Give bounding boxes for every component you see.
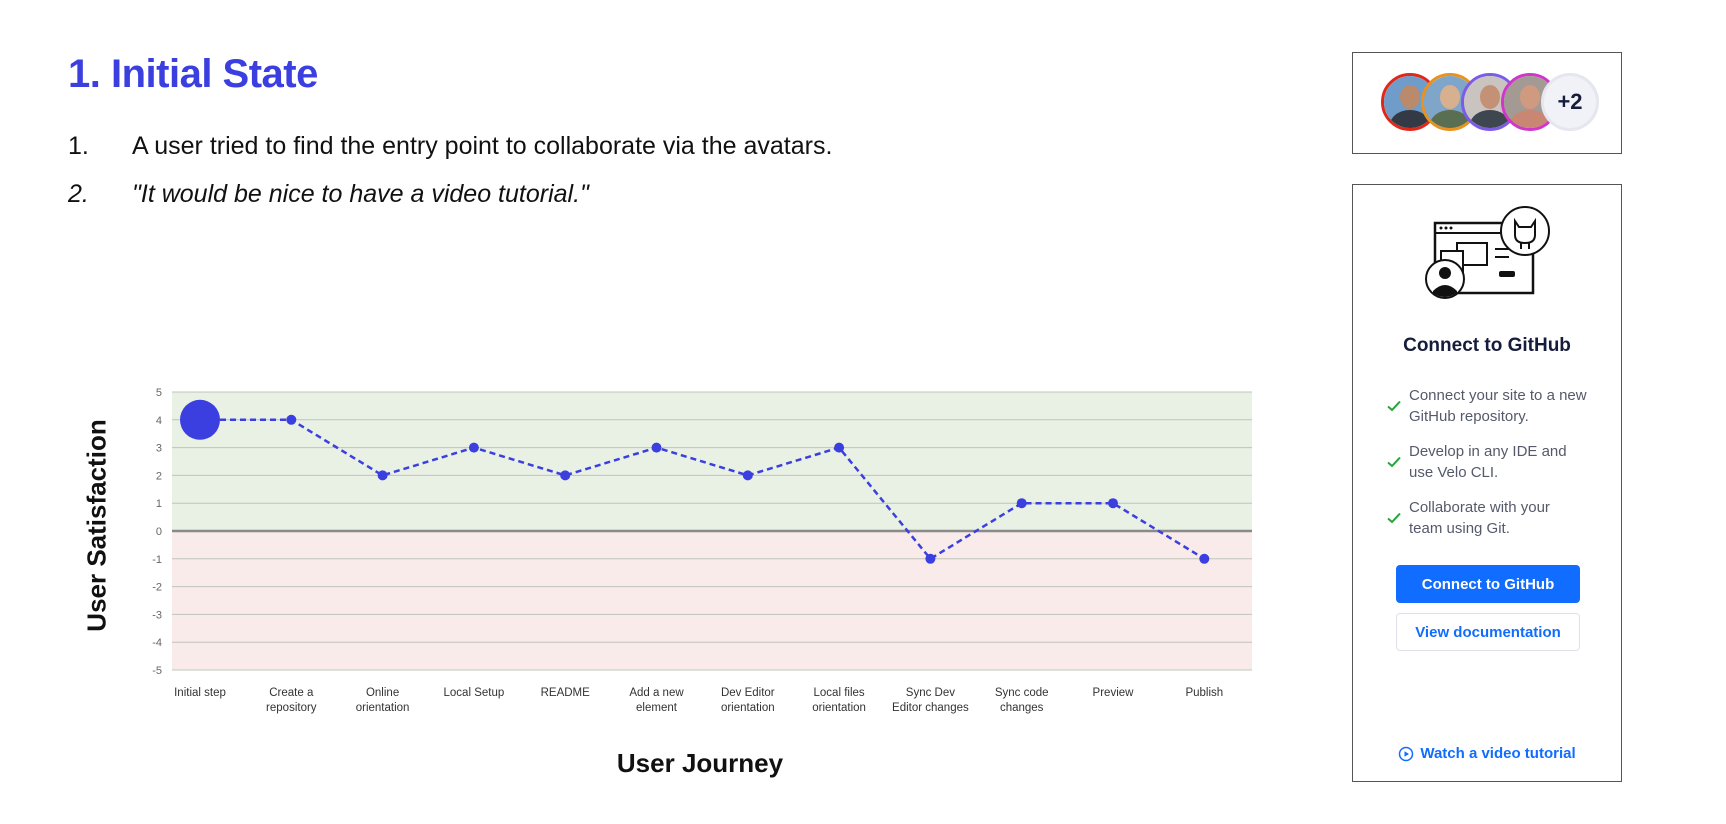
x-tick-label: Sync code changes [995,687,1049,714]
note-text: "It would be nice to have a video tutori… [132,180,589,208]
y-tick-label: 3 [156,443,162,455]
x-tick-label: Add a new element [629,687,684,714]
x-tick-label: Create a repository [266,687,317,714]
notes-list: 1. A user tried to find the entry point … [68,122,1218,218]
data-point [742,470,753,481]
y-tick-label: -4 [152,637,162,649]
feature-item: Develop in any IDE and use Velo CLI. [1385,441,1611,497]
github-panel-title: Connect to GitHub [1403,335,1571,356]
x-tick-label: Local Setup [444,687,505,699]
data-point [1016,498,1027,509]
y-tick-label: 5 [156,387,162,399]
data-point [1108,498,1118,509]
x-axis-label: User Journey [616,748,784,778]
y-axis-label-wrap: User Satisfaction [62,400,132,650]
current-step-marker [180,399,220,440]
feature-text: Connect your site to a new GitHub reposit… [1409,387,1587,425]
data-point [286,414,297,425]
avatar-stack[interactable]: +2 [1381,73,1601,131]
y-tick-label: -2 [152,582,162,594]
feature-text: Collaborate with your team using Git. [1409,499,1550,537]
video-link-label: Watch a video tutorial [1420,745,1576,762]
x-tick-label: Preview [1093,687,1135,699]
x-tick-label: Dev Editor orientation [721,687,775,714]
checkmark-icon [1387,456,1401,468]
y-axis-label: User Satisfaction [81,418,112,632]
note-item: 1. A user tried to find the entry point … [68,122,1218,170]
y-tick-label: 1 [156,498,162,510]
data-point [560,470,571,481]
checkmark-icon [1387,512,1401,524]
data-point [468,442,479,453]
negative-band [172,531,1252,670]
data-point [377,470,388,481]
play-circle-icon [1399,746,1414,761]
checkmark-icon [1387,400,1401,412]
github-illustration-icon [1425,206,1550,299]
data-point [925,553,936,564]
data-point [651,442,662,453]
y-tick-label: -1 [152,554,162,566]
x-tick-label: Online orientation [356,687,410,714]
feature-item: Collaborate with your team using Git. [1385,497,1611,553]
x-tick-label: Sync Dev Editor changes [892,687,969,714]
y-tick-label: 0 [156,526,162,538]
x-tick-label: Initial step [174,687,226,699]
github-connect-panel: Connect to GitHub Connect your site to a… [1352,184,1622,782]
note-item: 2. "It would be nice to have a video tut… [68,170,1218,218]
view-documentation-button[interactable]: View documentation [1396,613,1580,651]
feature-text: Develop in any IDE and use Velo CLI. [1409,443,1567,481]
y-tick-label: 4 [156,415,162,427]
connect-github-button[interactable]: Connect to GitHub [1396,565,1580,603]
y-tick-label: 2 [156,470,162,482]
y-tick-label: -5 [152,665,162,677]
data-point [834,442,845,453]
watch-video-tutorial-link[interactable]: Watch a video tutorial [1353,745,1621,762]
positive-band [172,392,1252,531]
feature-list: Connect your site to a new GitHub reposit… [1385,385,1611,553]
y-tick-label: -3 [152,609,162,621]
collaborators-card: +2 [1352,52,1622,154]
note-text: A user tried to find the entry point to … [132,132,833,160]
satisfaction-line [200,418,1205,561]
x-tick-label: Publish [1185,687,1223,699]
more-avatars-badge[interactable]: +2 [1541,73,1599,131]
x-tick-label: Local files orientation [812,687,866,714]
note-number: 2. [68,180,89,208]
slide-title: 1. Initial State [68,52,318,96]
x-tick-label: README [541,687,591,699]
feature-item: Connect your site to a new GitHub reposit… [1385,385,1611,441]
data-point [1199,553,1210,564]
note-number: 1. [68,132,89,160]
